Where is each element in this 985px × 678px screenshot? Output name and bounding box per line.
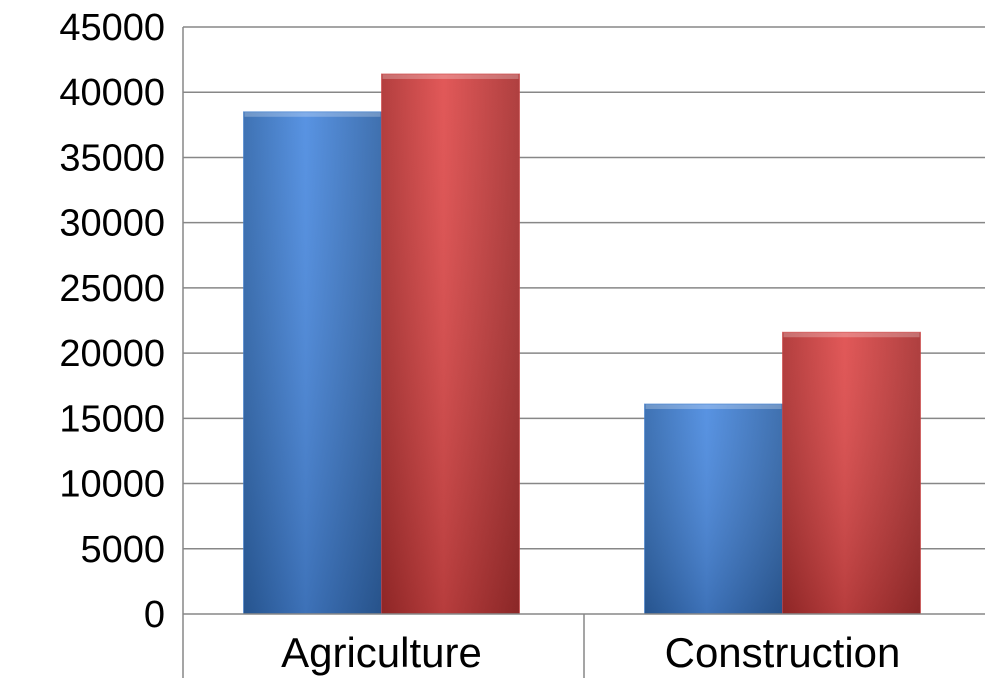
y-tick-label: 10000 [59,464,165,506]
bar-construction-series-2 [782,331,921,615]
bar-agriculture-series-2 [381,73,520,615]
bar-bevel [645,403,782,409]
bar-agriculture-series-1 [243,111,382,615]
bar-bevel [783,332,920,338]
y-axis-ticks: 0 5000 10000 15000 20000 25000 30000 35000 40000… [59,7,165,636]
bar-construction-series-1 [644,403,783,615]
y-tick-label: 15000 [59,398,165,440]
y-tick-label: 20000 [59,333,165,375]
bar-shade [782,332,921,614]
y-tick-label: 0 [144,594,165,636]
bar-shade [644,403,783,614]
x-axis-labels: Agriculture Construction [281,629,900,676]
y-tick-label: 5000 [80,529,165,571]
y-tick-label: 35000 [59,137,165,179]
y-tick-label: 40000 [59,72,165,114]
y-tick-label: 30000 [59,203,165,245]
axes [182,27,985,678]
bar-bevel [244,111,381,117]
y-tick-label: 25000 [59,268,165,310]
y-tick-label: 45000 [59,7,165,49]
bars [243,73,921,615]
bar-shade [381,73,520,614]
bar-shade [243,111,382,615]
x-category-label: Construction [665,629,901,676]
x-category-label: Agriculture [281,629,482,676]
bar-bevel [382,73,519,79]
